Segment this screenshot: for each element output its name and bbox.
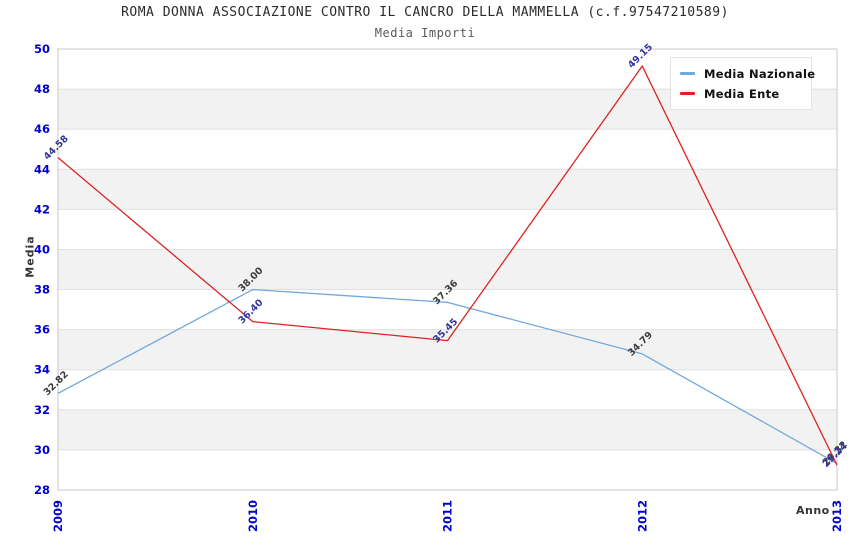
- x-tick-label: 2012: [635, 500, 649, 532]
- x-tick-label: 2011: [441, 500, 455, 532]
- y-tick-label: 38: [34, 283, 50, 297]
- x-axis-title: Anno: [796, 504, 830, 517]
- plot-band: [58, 329, 837, 370]
- y-tick-label: 32: [34, 403, 50, 417]
- plot-band: [58, 249, 837, 290]
- y-tick-label: 48: [34, 82, 50, 96]
- y-axis-title: Media: [23, 235, 37, 278]
- series-line-media-ente: [57, 65, 838, 466]
- plot-border: [57, 48, 838, 491]
- x-tick-label: 2009: [51, 500, 65, 532]
- legend-swatch-media-ente-icon: [680, 92, 695, 95]
- legend-label: Media Nazionale: [704, 66, 816, 81]
- y-tick-label: 34: [34, 363, 50, 377]
- legend-label: Media Ente: [704, 86, 780, 101]
- plot-band: [58, 409, 837, 450]
- y-tick-label: 30: [34, 443, 50, 457]
- y-tick-label: 40: [34, 242, 50, 256]
- series-line-media-nazionale: [57, 288, 838, 465]
- y-tick-label: 50: [34, 42, 50, 56]
- y-tick-label: 46: [34, 122, 50, 136]
- x-tick-label: 2010: [246, 500, 260, 532]
- chart-legend: Media Nazionale Media Ente: [670, 57, 815, 110]
- chart-title: ROMA DONNA ASSOCIAZIONE CONTRO IL CANCRO…: [121, 5, 729, 20]
- plot-band: [58, 169, 837, 210]
- chart-subtitle: Media Importi: [374, 26, 476, 40]
- y-tick-label: 28: [34, 483, 50, 497]
- x-tick-label: 2013: [830, 500, 844, 532]
- legend-item-media-ente: Media Ente: [680, 85, 802, 102]
- y-tick-label: 42: [34, 202, 50, 216]
- legend-item-media-nazionale: Media Nazionale: [680, 65, 815, 82]
- y-tick-label: 44: [34, 162, 50, 176]
- y-tick-label: 36: [34, 323, 50, 337]
- legend-swatch-media-nazionale-icon: [680, 72, 695, 75]
